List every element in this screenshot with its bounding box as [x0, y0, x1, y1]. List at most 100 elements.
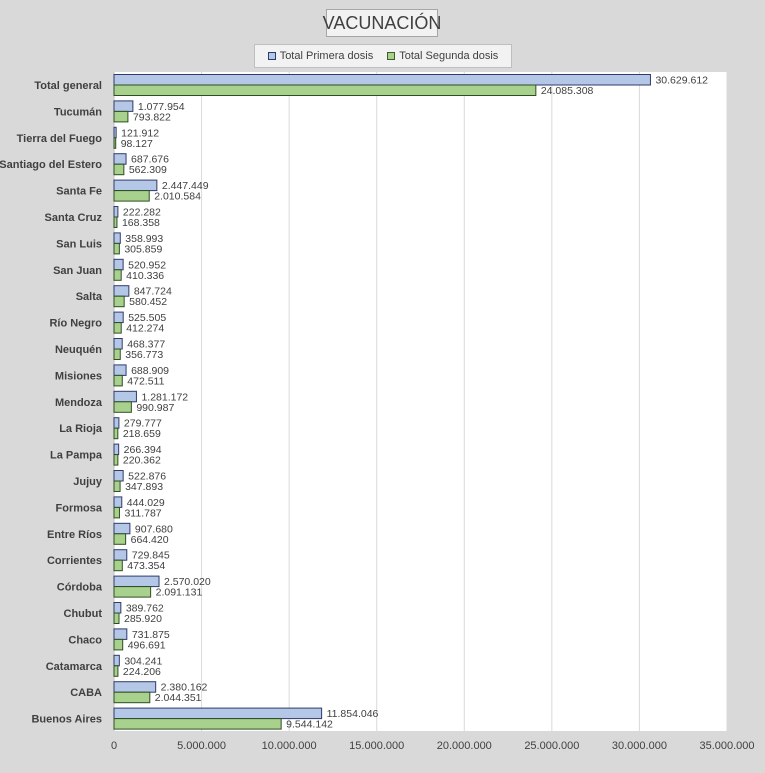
x-tick-label: 30.000.000 [612, 740, 667, 752]
data-label-primera: 522.876 [128, 471, 166, 483]
category-label: Neuquén [55, 344, 102, 356]
bar-segunda [113, 242, 120, 255]
x-tick-label: 0 [111, 740, 117, 752]
data-label-segunda: 2.044.351 [155, 692, 202, 704]
category-label: San Luis [56, 238, 102, 250]
bar-segunda [113, 586, 152, 598]
data-label-segunda: 24.085.308 [541, 85, 594, 97]
bar-segunda [113, 374, 123, 387]
data-label-segunda: 98.127 [121, 138, 153, 150]
data-label-primera: 30.629.612 [655, 75, 708, 87]
bar-segunda [113, 322, 122, 334]
data-label-primera: 358.993 [125, 233, 163, 245]
data-label-segunda: 224.206 [123, 666, 161, 678]
legend-label-segunda: Total Segunda dosis [399, 50, 499, 62]
data-label-segunda: 2.091.131 [156, 587, 203, 599]
legend-item-primera: Total Primera dosis [267, 50, 374, 62]
data-label-segunda: 2.010.584 [154, 191, 201, 203]
bar-primera [113, 285, 130, 297]
bar-segunda [113, 718, 282, 730]
category-label: Catamarca [46, 661, 103, 673]
bar-primera [113, 153, 127, 165]
category-label: Chaco [68, 634, 102, 646]
bar-primera [113, 470, 124, 482]
bar-segunda [113, 506, 120, 519]
category-label: Jujuy [73, 476, 103, 488]
data-label-primera: 304.241 [124, 655, 162, 667]
bar-primera [113, 707, 323, 720]
category-label: Santa Fe [56, 186, 102, 198]
bar-primera [113, 74, 651, 86]
data-label-segunda: 473.354 [127, 560, 165, 572]
data-label-segunda: 347.893 [125, 481, 163, 493]
bar-segunda [113, 190, 150, 202]
bar-primera [113, 338, 123, 350]
bar-segunda [113, 559, 123, 572]
data-label-segunda: 496.691 [128, 639, 166, 651]
bar-segunda [113, 163, 125, 176]
bar-primera [113, 206, 119, 218]
category-label: Mendoza [55, 397, 103, 409]
bar-segunda [113, 84, 537, 96]
category-label: Córdoba [57, 582, 103, 594]
data-label-primera: 687.676 [131, 154, 169, 166]
bar-primera [113, 602, 122, 614]
bar-segunda [113, 110, 129, 123]
data-label-segunda: 311.787 [124, 507, 161, 519]
legend-swatch-primera [267, 52, 276, 60]
category-label: Santa Cruz [45, 212, 103, 224]
data-label-primera: 520.952 [128, 259, 166, 271]
data-label-segunda: 168.358 [122, 217, 160, 229]
data-label-primera: 468.377 [127, 339, 165, 351]
data-label-segunda: 580.452 [129, 296, 167, 308]
chart-legend: Total Primera dosis Total Segunda dosis [254, 44, 512, 68]
bar-primera [113, 179, 158, 192]
data-label-primera: 444.029 [127, 497, 165, 509]
bar-primera [113, 575, 160, 588]
data-label-segunda: 410.336 [126, 270, 164, 282]
x-tick-label: 15.000.000 [349, 740, 404, 752]
category-label: Formosa [56, 502, 103, 514]
bar-primera [113, 126, 117, 139]
bar-segunda [113, 269, 122, 281]
bar-primera [113, 443, 120, 456]
bar-segunda [113, 638, 124, 651]
bar-primera [113, 417, 120, 429]
data-label-segunda: 664.420 [131, 534, 169, 546]
data-label-primera: 907.680 [135, 523, 173, 535]
bar-primera [113, 258, 124, 271]
bar-segunda [113, 137, 117, 149]
bar-primera [113, 100, 134, 112]
data-label-primera: 729.845 [132, 550, 170, 562]
data-label-primera: 731.875 [132, 629, 170, 641]
bar-segunda [113, 691, 151, 704]
data-label-segunda: 412.274 [126, 323, 164, 335]
bar-segunda [113, 295, 125, 308]
data-label-primera: 279.777 [124, 418, 162, 430]
bar-primera [113, 232, 121, 244]
category-label: Entre Ríos [47, 529, 102, 541]
bar-segunda [113, 665, 119, 677]
category-label: Salta [76, 291, 103, 303]
chart-title: VACUNACIÓN [323, 9, 441, 37]
category-label: Tierra del Fuego [17, 133, 103, 145]
category-label: Buenos Aires [31, 714, 102, 726]
data-label-segunda: 562.309 [129, 164, 167, 176]
data-label-primera: 847.724 [134, 286, 172, 298]
data-label-segunda: 218.659 [123, 428, 161, 440]
data-label-primera: 2.570.020 [164, 576, 211, 588]
data-label-primera: 266.394 [124, 444, 162, 456]
data-label-segunda: 990.987 [136, 402, 174, 414]
data-label-segunda: 472.511 [127, 375, 164, 387]
x-tick-label: 10.000.000 [262, 740, 317, 752]
legend-label-primera: Total Primera dosis [279, 50, 374, 62]
data-label-primera: 121.912 [121, 127, 159, 139]
category-label: Santiago del Estero [0, 159, 102, 171]
data-label-segunda: 220.362 [123, 455, 161, 467]
bar-primera [113, 311, 124, 324]
data-label-segunda: 285.920 [124, 613, 162, 625]
category-label: Chubut [64, 608, 103, 620]
bar-segunda [113, 401, 132, 413]
category-label: Corrientes [47, 555, 102, 567]
